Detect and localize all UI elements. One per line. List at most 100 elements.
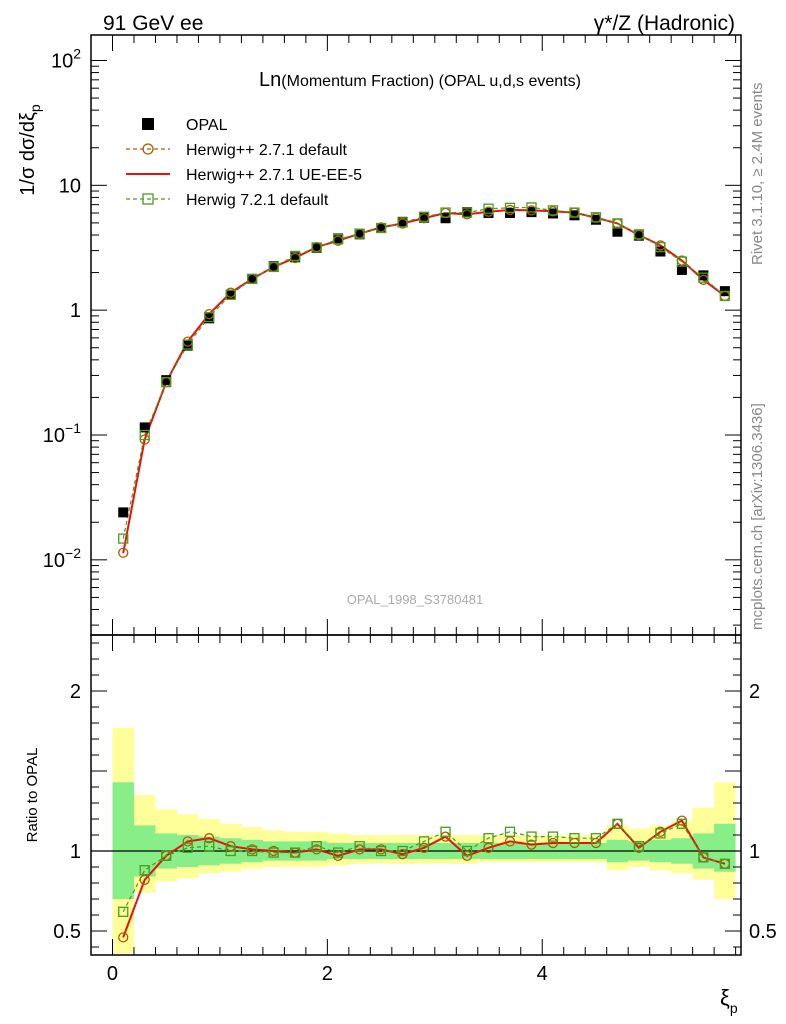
main-point (311, 242, 322, 253)
main-point (676, 264, 687, 275)
main-point (247, 273, 258, 285)
ratio-band-1sigma (112, 782, 736, 899)
rivet-version-text: Rivet 3.1.10, ≥ 2.4M events (749, 83, 766, 266)
main-point (676, 256, 688, 267)
x-tick-label: 0 (107, 963, 118, 985)
main-point (719, 290, 731, 302)
ratio-point (354, 841, 365, 852)
main-point (462, 207, 473, 218)
ratio-point (698, 852, 709, 863)
main-point (268, 261, 279, 272)
ratio-point (182, 842, 193, 853)
ratio-point (247, 845, 258, 857)
ratio-plot-frame (90, 634, 742, 956)
ratio-point (633, 841, 645, 852)
legend-label: Herwig 7.2.1 default (186, 192, 329, 209)
ratio-point (676, 818, 688, 829)
main-point (118, 533, 129, 544)
main-point (333, 233, 344, 244)
ratio-point (332, 847, 344, 858)
ratio-point (418, 842, 430, 853)
ratio-point (504, 826, 516, 837)
ratio-point (375, 845, 387, 857)
main-point (461, 207, 473, 218)
main-point (612, 226, 623, 237)
main-line-2 (122, 208, 726, 554)
y-tick-label: 102 (51, 45, 81, 72)
ratio-point (526, 831, 537, 842)
main-point (161, 375, 172, 386)
main-point (590, 212, 602, 223)
ratio-y-tick-label: 1 (70, 841, 81, 863)
x-tick-label: 2 (322, 963, 333, 985)
ratio-point (526, 839, 537, 850)
ratio-point (118, 906, 129, 917)
ratio-point (719, 858, 731, 869)
main-point (204, 311, 215, 323)
main-point (633, 230, 644, 241)
main-plot-title: Ln(Momentum Fraction) (OPAL u,d,s events… (259, 69, 581, 91)
main-point (354, 228, 365, 239)
legend-marker (142, 193, 154, 205)
main-point (418, 211, 430, 222)
main-point (397, 216, 408, 227)
main-point (290, 252, 301, 263)
header-left: 91 GeV ee (103, 12, 203, 35)
y-tick-label: 1 (70, 300, 81, 322)
main-point (225, 289, 236, 300)
main-point (247, 273, 258, 284)
main-y-axis-label: 1/σ dσ/dξp (17, 104, 43, 196)
ratio-point (461, 845, 473, 857)
main-point (139, 422, 150, 433)
ratio-point (139, 865, 150, 876)
y-tick-label: 10−1 (43, 420, 81, 447)
ratio-point (547, 831, 559, 842)
main-point (440, 213, 451, 224)
main-point (225, 289, 236, 300)
main-point (397, 217, 408, 228)
ratio-point (204, 841, 215, 852)
legend-label: Herwig++ 2.7.1 UE-EE-5 (186, 167, 362, 184)
main-point (118, 507, 129, 518)
main-point (569, 210, 580, 221)
ratio-y-tick-label-right: 0.5 (749, 921, 777, 943)
header-right: γ*/Z (Hadronic) (594, 12, 735, 35)
ratio-point (182, 836, 193, 847)
main-point (311, 242, 322, 253)
main-point (440, 207, 451, 218)
main-point (161, 377, 172, 388)
main-point (376, 223, 387, 234)
main-point (268, 261, 279, 273)
main-point (182, 339, 193, 350)
ratio-line-2 (122, 823, 726, 913)
y-tick-label: 10−2 (43, 545, 81, 572)
main-point (504, 202, 516, 213)
main-point (655, 241, 666, 253)
ratio-point (397, 845, 408, 857)
ratio-point (311, 841, 322, 852)
main-point (375, 222, 387, 234)
y-tick-label: 10 (59, 175, 81, 197)
main-point (505, 208, 516, 219)
main-point (139, 429, 150, 441)
ratio-point (268, 847, 279, 858)
ratio-point (547, 837, 559, 849)
ratio-y-tick-label-right: 2 (749, 681, 760, 703)
analysis-watermark: OPAL_1998_S3780481 (347, 592, 483, 607)
ratio-panel: 0.5 0.5 1 1 2 2 0 2 4 Ratio to OPAL ξp (24, 634, 777, 1016)
legend-marker (142, 118, 154, 130)
legend-marker (142, 143, 154, 155)
main-point (590, 214, 601, 225)
main-point (547, 208, 558, 219)
ratio-y-tick-label: 2 (70, 681, 81, 703)
legend: OPAL Herwig++ 2.7.1 default Herwig++ 2.7.1… (126, 117, 362, 209)
main-panel: 10−2 10−1 1 10 102 Ln(Momentum Fraction) (OP… (17, 34, 742, 636)
ratio-y-tick-label-right: 1 (749, 841, 760, 863)
mcplots-reference-text: mcplots.cern.ch [arXiv:1306.3436] (749, 403, 766, 630)
main-point (526, 202, 537, 213)
main-point (289, 250, 301, 262)
main-point (547, 205, 559, 216)
main-point (612, 218, 623, 229)
ratio-point (590, 833, 602, 844)
